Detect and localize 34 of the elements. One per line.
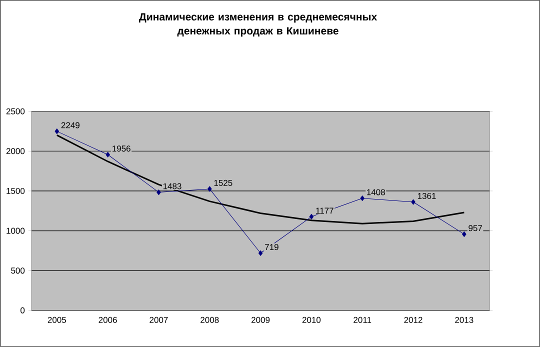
point (106, 152, 110, 158)
data-label: 2249 (61, 122, 80, 128)
y-tick-label: 0 (20, 307, 25, 314)
point (411, 199, 416, 205)
data-label: 1361 (418, 192, 436, 199)
y-tick-label: 2000 (6, 148, 25, 154)
x-tick-label: 2008 (200, 316, 219, 323)
point (54, 128, 60, 134)
point (462, 231, 466, 237)
point (309, 214, 314, 220)
data-label: 1483 (163, 183, 182, 190)
chart-title: Динамические изменения в среднемесячных денежных продаж в Кишиневе (139, 13, 378, 37)
x-tick-label: 2006 (98, 316, 117, 323)
point (258, 250, 263, 256)
x-tick-label: 2012 (404, 316, 422, 323)
point (156, 190, 161, 196)
data-label: 1408 (367, 189, 385, 196)
data-label: 1177 (316, 208, 334, 214)
y-tick-label: 2500 (6, 108, 25, 114)
data-label: 719 (265, 244, 278, 250)
point (208, 186, 212, 192)
data-label: 1525 (214, 180, 232, 186)
x-tick-label: 2010 (302, 316, 321, 323)
x-tick-label: 2005 (48, 316, 66, 323)
data-label: 957 (468, 225, 482, 232)
x-tick-label: 2011 (354, 316, 372, 323)
y-tick-label: 500 (11, 268, 25, 274)
x-tick-label: 2009 (252, 316, 270, 323)
data-label: 1956 (112, 146, 130, 152)
y-tick-label: 1000 (6, 228, 25, 234)
x-tick-label: 2007 (150, 316, 168, 323)
y-tick-label: 1500 (6, 188, 25, 194)
point (360, 196, 364, 202)
x-tick-label: 2013 (455, 316, 474, 323)
